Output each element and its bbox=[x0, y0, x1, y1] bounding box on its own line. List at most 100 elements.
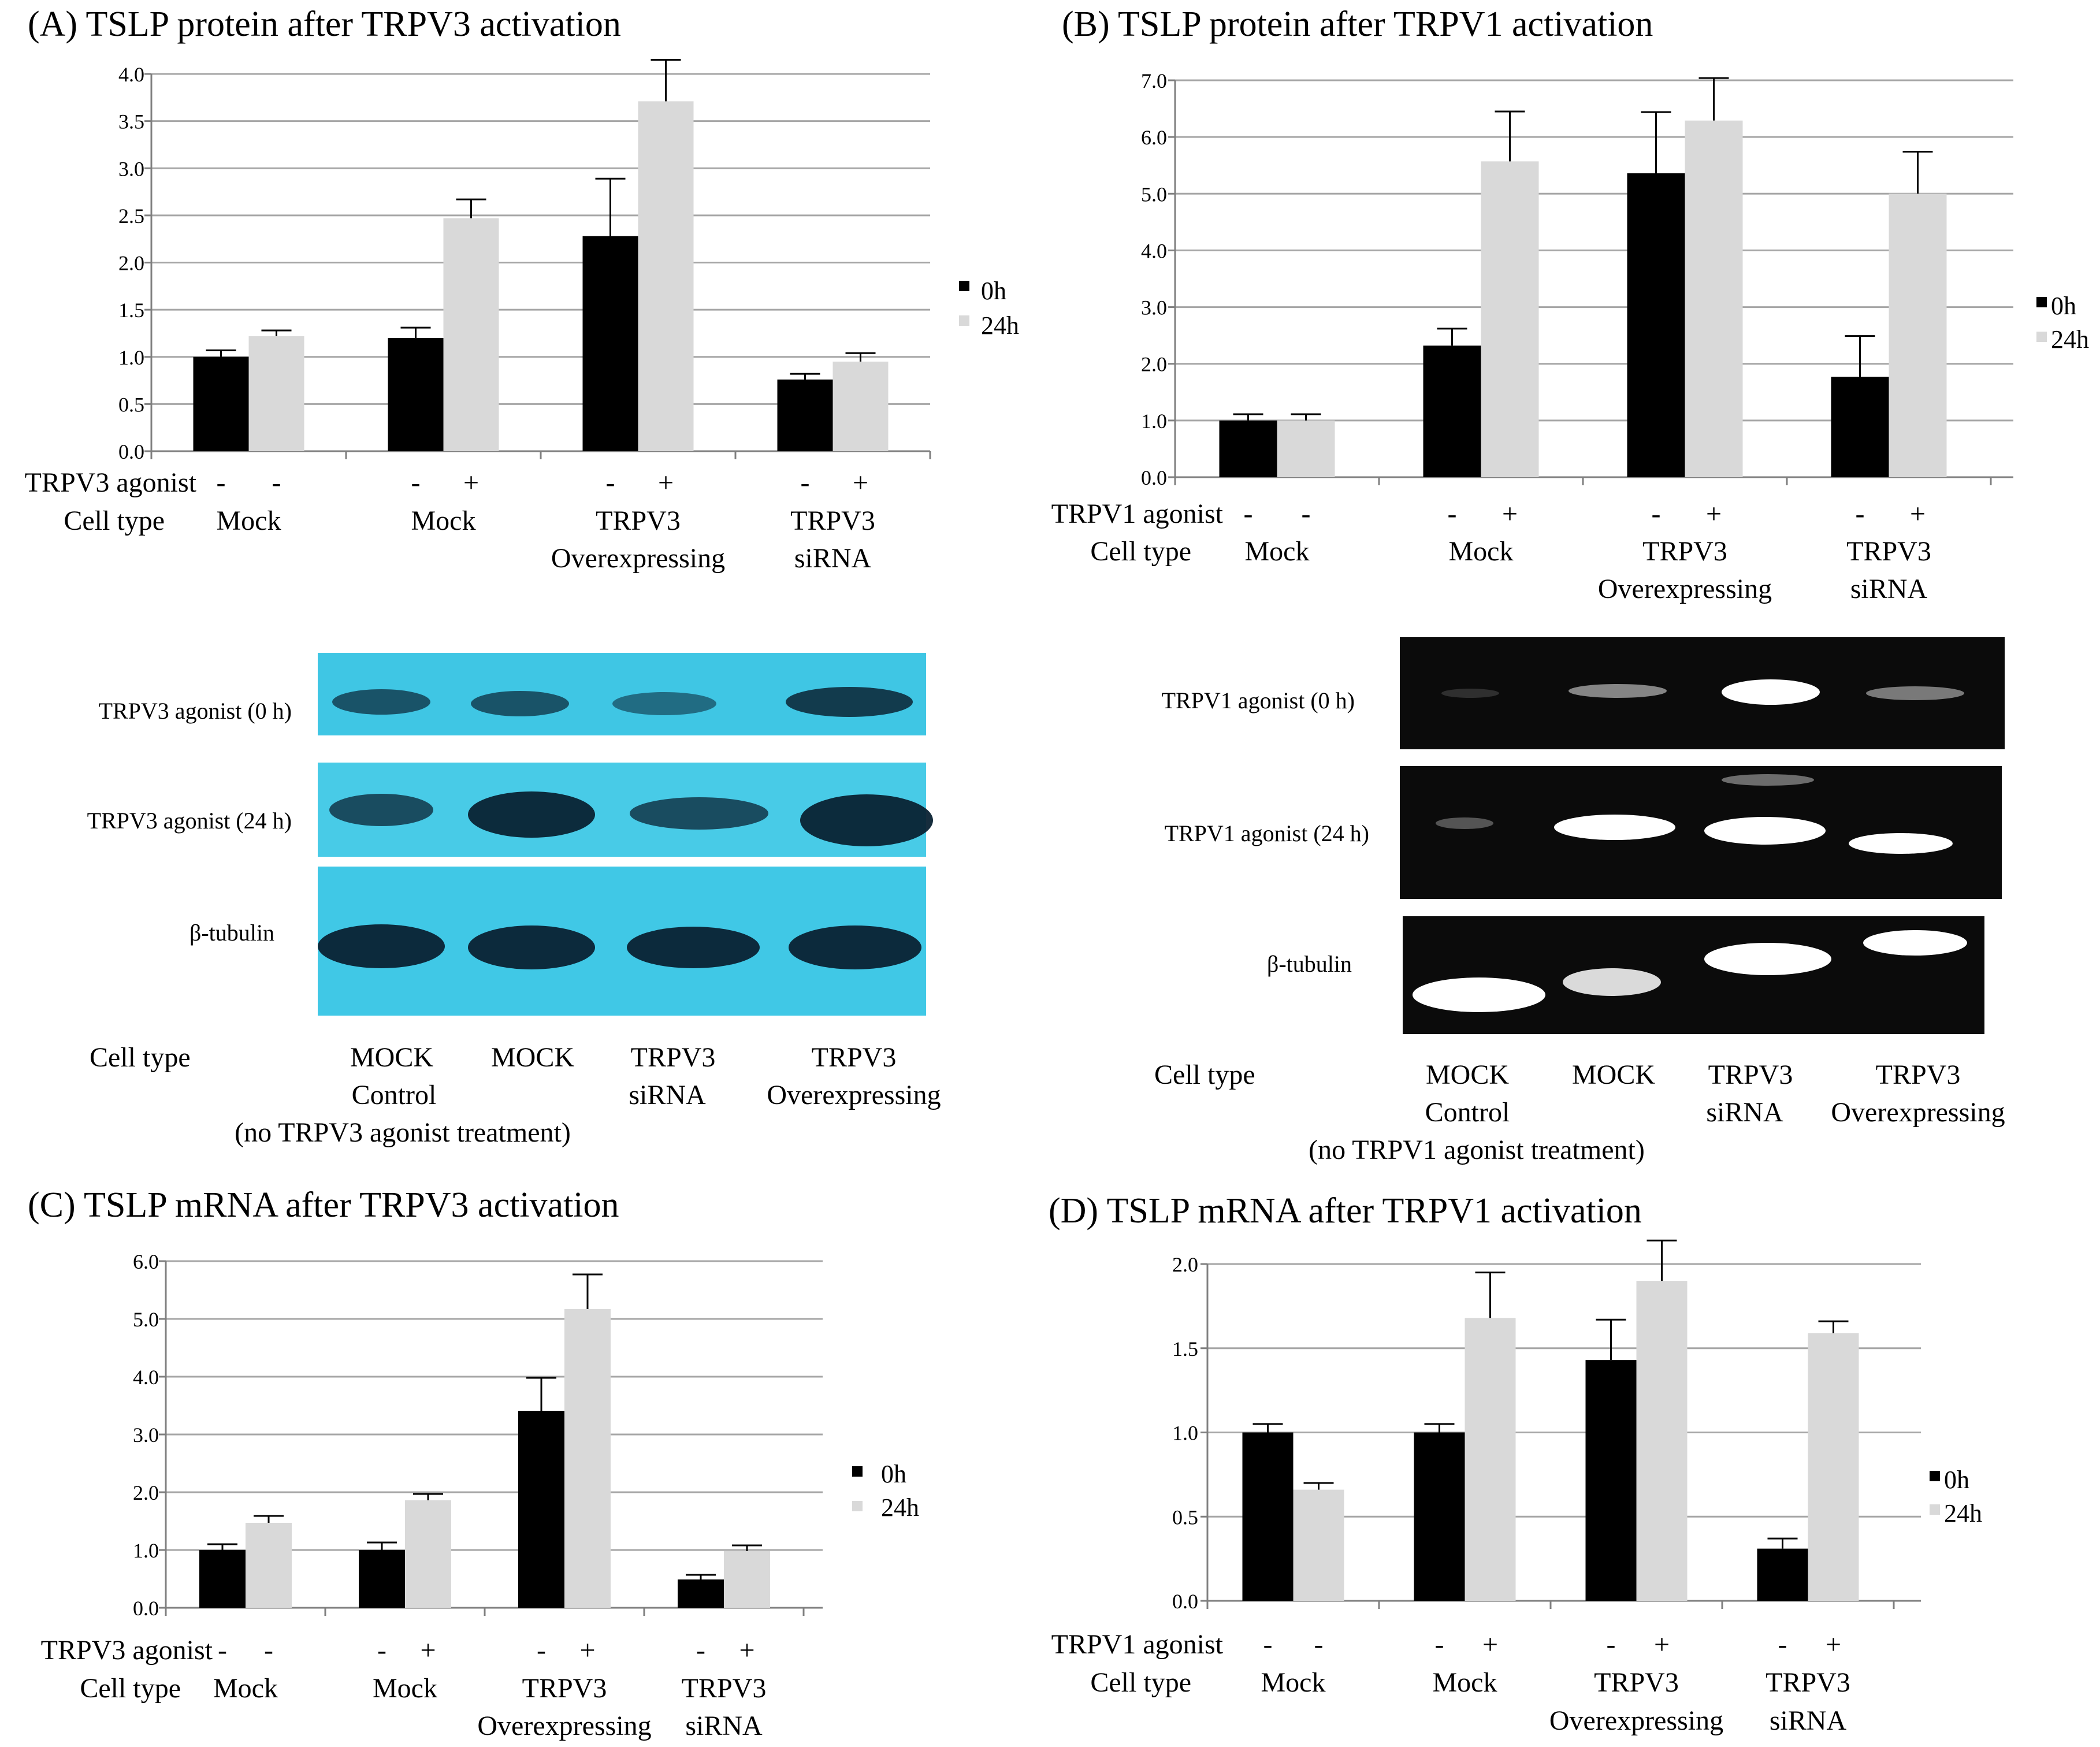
agonist-mark: + bbox=[1910, 499, 1926, 529]
blot-A-row-label-1: TRPV3 agonist (24 h) bbox=[87, 808, 292, 834]
chart-B: (B) TSLP protein after TRPV1 activation … bbox=[1051, 5, 2089, 604]
y-tick-label: 0.0 bbox=[1141, 466, 1167, 489]
bar-D-group0-24h bbox=[1293, 1489, 1344, 1601]
blot-A-row-label-0: TRPV3 agonist (0 h) bbox=[99, 698, 292, 724]
cell-type-label: siRNA bbox=[1850, 574, 1928, 604]
y-tick-label: 2.0 bbox=[133, 1481, 159, 1504]
cell-type-label: TRPV3 bbox=[1594, 1667, 1679, 1698]
agonist-mark: + bbox=[853, 467, 868, 498]
chart-B-legend: 0h 24h bbox=[2036, 292, 2089, 354]
chart-D-celltype-label: Cell type bbox=[1090, 1667, 1191, 1698]
bar-B-group2-0h bbox=[1627, 173, 1685, 477]
agonist-mark: - bbox=[1778, 1629, 1787, 1660]
blot-A-lane-0-line-2: (no TRPV3 agonist treatment) bbox=[235, 1117, 571, 1148]
chart-C-agonist-label: TRPV3 agonist bbox=[41, 1635, 213, 1666]
agonist-mark: + bbox=[420, 1635, 436, 1666]
y-tick-label: 0.0 bbox=[133, 1597, 159, 1620]
bar-B-group1-24h bbox=[1481, 161, 1539, 477]
legend-C-label-0h: 0h bbox=[881, 1460, 906, 1488]
blot-A-band bbox=[471, 691, 569, 716]
blot-B-band bbox=[1863, 930, 1967, 956]
legend-B-label-24h: 24h bbox=[2051, 325, 2089, 354]
chart-D-title: (D) TSLP mRNA after TRPV1 activation bbox=[1049, 1191, 1642, 1231]
bar-A-group1-0h bbox=[388, 338, 444, 451]
cell-type-label: TRPV3 bbox=[1766, 1667, 1850, 1698]
y-tick-label: 0.0 bbox=[1172, 1590, 1198, 1613]
cell-type-label: TRPV3 bbox=[790, 505, 875, 536]
bar-D-group2-24h bbox=[1636, 1281, 1688, 1601]
blot-B-band bbox=[1436, 817, 1493, 829]
y-tick-label: 0.0 bbox=[118, 440, 144, 463]
bar-A-group3-0h bbox=[777, 379, 833, 451]
cell-type-label: Overexpressing bbox=[551, 543, 725, 574]
agonist-mark: - bbox=[272, 467, 281, 498]
bar-C-group2-0h bbox=[518, 1411, 564, 1608]
blot-B-strip-0 bbox=[1400, 637, 2005, 749]
chart-A-agonist-label: TRPV3 agonist bbox=[25, 467, 197, 498]
blot-A-band bbox=[630, 797, 768, 830]
bar-A-group2-0h bbox=[582, 236, 638, 451]
agonist-mark: + bbox=[579, 1635, 595, 1666]
cell-type-label: siRNA bbox=[794, 543, 872, 574]
bar-C-group2-24h bbox=[564, 1309, 611, 1608]
legend-B-label-0h: 0h bbox=[2051, 292, 2076, 320]
blot-B-band bbox=[1704, 817, 1826, 845]
blot-B-band bbox=[1413, 977, 1545, 1012]
chart-B-celltype-label: Cell type bbox=[1090, 536, 1191, 567]
blot-A: TRPV3 agonist (0 h) TRPV3 agonist (24 h)… bbox=[87, 653, 941, 1148]
bar-A-group3-24h bbox=[832, 361, 889, 451]
chart-C-title: (C) TSLP mRNA after TRPV3 activation bbox=[28, 1185, 619, 1225]
y-tick-label: 4.0 bbox=[1141, 239, 1167, 262]
blot-A-lane-2-line-0: TRPV3 bbox=[631, 1042, 716, 1073]
blot-B-lane-3-line-1: Overexpressing bbox=[1831, 1097, 2005, 1128]
agonist-mark: - bbox=[1607, 1629, 1616, 1660]
blot-A-lane-3-line-0: TRPV3 bbox=[812, 1042, 897, 1073]
chart-D-agonist-label: TRPV1 agonist bbox=[1051, 1629, 1224, 1660]
agonist-mark: - bbox=[411, 467, 421, 498]
blot-B-lane-1-line-0: MOCK bbox=[1572, 1060, 1655, 1090]
legend-B-swatch-24h bbox=[2036, 332, 2047, 342]
blot-A-lane-2-line-1: siRNA bbox=[629, 1080, 706, 1110]
cell-type-label: TRPV3 bbox=[522, 1673, 607, 1704]
y-tick-label: 5.0 bbox=[1141, 183, 1167, 206]
agonist-mark: + bbox=[463, 467, 479, 498]
agonist-mark: - bbox=[218, 1635, 227, 1666]
y-tick-label: 5.0 bbox=[133, 1308, 159, 1331]
blot-A-band bbox=[329, 794, 433, 826]
bar-A-group1-24h bbox=[443, 218, 499, 451]
blot-B-lane-0-line-1: Control bbox=[1425, 1097, 1510, 1128]
y-tick-label: 1.5 bbox=[118, 299, 144, 322]
blot-B-bands bbox=[1413, 679, 1967, 1012]
agonist-mark: - bbox=[537, 1635, 546, 1666]
cell-type-label: Mock bbox=[213, 1673, 278, 1704]
blot-B-strip-1 bbox=[1400, 766, 2002, 899]
blot-A-row-label-2: β-tubulin bbox=[189, 920, 274, 946]
agonist-mark: - bbox=[217, 467, 226, 498]
blot-A-band bbox=[332, 689, 430, 715]
cell-type-label: Mock bbox=[1245, 536, 1310, 567]
blot-A-bands bbox=[318, 687, 933, 969]
legend-D-swatch-24h bbox=[1930, 1504, 1940, 1515]
y-tick-label: 2.0 bbox=[1172, 1253, 1198, 1276]
cell-type-label: siRNA bbox=[1770, 1705, 1847, 1736]
legend-C-label-24h: 24h bbox=[881, 1493, 919, 1522]
y-tick-label: 2.0 bbox=[118, 252, 144, 275]
blot-A-band bbox=[468, 925, 595, 969]
blot-B-band bbox=[1704, 943, 1831, 975]
blot-B-lane-0-line-0: MOCK bbox=[1426, 1060, 1509, 1090]
agonist-mark: + bbox=[739, 1635, 754, 1666]
agonist-mark: - bbox=[377, 1635, 386, 1666]
bar-C-group3-0h bbox=[678, 1579, 724, 1608]
blot-A-band bbox=[789, 925, 921, 969]
cell-type-label: Mock bbox=[1433, 1667, 1497, 1698]
agonist-mark: - bbox=[606, 467, 615, 498]
bar-C-group1-0h bbox=[359, 1550, 405, 1608]
agonist-mark: + bbox=[1502, 499, 1518, 529]
bar-B-group2-24h bbox=[1685, 120, 1743, 478]
bar-D-group3-24h bbox=[1808, 1333, 1859, 1601]
blot-B: TRPV1 agonist (0 h) TRPV1 agonist (24 h)… bbox=[1154, 637, 2005, 1165]
chart-D-legend: 0h 24h bbox=[1930, 1466, 1982, 1527]
cell-type-label: TRPV3 bbox=[596, 505, 681, 536]
cell-type-label: siRNA bbox=[685, 1711, 763, 1741]
chart-C: (C) TSLP mRNA after TRPV3 activation 0.0… bbox=[28, 1185, 919, 1741]
